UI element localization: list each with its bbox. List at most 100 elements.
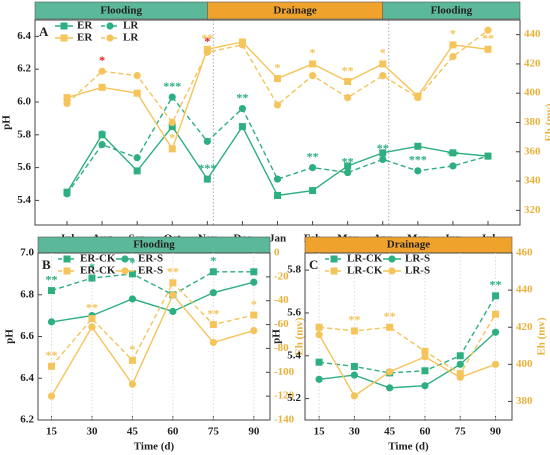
x-axis-title: Time (d) — [134, 441, 175, 453]
marker — [414, 142, 422, 150]
significance-label: ** — [377, 141, 389, 155]
marker — [449, 149, 457, 157]
legend-marker — [106, 34, 114, 42]
marker — [168, 145, 176, 153]
significance-label: * — [99, 126, 105, 140]
marker — [98, 67, 106, 75]
marker — [379, 72, 387, 80]
significance-label: * — [210, 254, 216, 268]
significance-label: ** — [482, 31, 494, 45]
y2-tick-label: 340 — [524, 175, 541, 187]
marker — [63, 94, 71, 102]
marker — [168, 93, 176, 101]
series-line — [50, 281, 254, 367]
marker — [88, 315, 96, 323]
significance-label: ** — [45, 348, 57, 362]
marker — [47, 287, 55, 295]
legend-marker — [388, 267, 396, 275]
y-tick-label: 6.4 — [20, 372, 34, 384]
marker — [238, 123, 246, 131]
marker — [273, 175, 282, 183]
phase-label: Drainage — [273, 5, 317, 17]
series-line — [50, 293, 255, 397]
y2-tick-label: 420 — [524, 57, 541, 69]
y2-tick-label: 320 — [524, 204, 541, 216]
marker — [350, 371, 358, 379]
marker — [491, 328, 500, 336]
legend-marker — [60, 34, 68, 42]
legend-label: LR — [123, 32, 139, 44]
marker — [47, 318, 56, 326]
legend-label: ER-S — [138, 253, 163, 265]
y2-tick-label: 360 — [524, 145, 541, 157]
marker — [414, 167, 422, 175]
significance-label: ** — [307, 149, 319, 163]
significance-label: ** — [86, 300, 98, 314]
marker — [315, 358, 323, 366]
y-axis-title: pH — [4, 329, 16, 344]
legend-label: LR-S — [405, 265, 430, 277]
significance-label: * — [251, 297, 257, 311]
marker — [386, 368, 394, 376]
y2-axis-title: Eh (mv) — [536, 317, 548, 356]
phase-label: Flooding — [431, 5, 473, 17]
marker — [449, 162, 457, 170]
marker — [209, 338, 217, 347]
y2-tick-label: -80 — [274, 342, 289, 354]
y2-tick-label: -140 — [274, 414, 295, 426]
marker — [88, 323, 96, 331]
marker — [133, 167, 141, 175]
phase-label: Flooding — [100, 5, 142, 17]
legend-marker — [106, 22, 114, 30]
significance-label: * — [310, 46, 316, 60]
marker — [169, 291, 177, 299]
y2-tick-label: 440 — [516, 284, 533, 296]
y-tick-label: 6.2 — [20, 414, 34, 426]
panel-label: A — [39, 24, 49, 39]
significance-label: * — [129, 256, 135, 270]
x-tick-label: 90 — [248, 426, 260, 438]
marker — [309, 187, 317, 195]
y-tick-label: 6.0 — [17, 96, 31, 108]
x-tick-label: 90 — [490, 426, 502, 438]
marker — [456, 360, 464, 368]
x-tick-label: 30 — [349, 426, 361, 438]
marker — [63, 190, 71, 198]
y-tick-label: 7.0 — [20, 247, 34, 259]
marker — [350, 362, 358, 370]
marker — [315, 331, 323, 339]
legend-marker — [330, 255, 338, 263]
marker — [492, 292, 500, 300]
marker — [309, 60, 317, 68]
significance-label: ** — [45, 272, 57, 286]
legend-label: LR — [123, 20, 139, 32]
marker — [484, 152, 492, 160]
legend-label: ER-CK — [80, 265, 116, 277]
marker — [88, 274, 96, 282]
marker — [386, 384, 394, 392]
y2-tick-label: 400 — [524, 87, 541, 99]
marker — [379, 149, 387, 157]
marker — [344, 162, 352, 170]
y-tick-label: 5.8 — [17, 128, 31, 140]
significance-label: ** — [490, 278, 502, 292]
marker — [209, 321, 217, 329]
x-tick-label: Jan — [269, 233, 286, 245]
series-line — [51, 271, 254, 296]
legend-label: LR-CK — [347, 253, 383, 265]
series-line — [319, 331, 497, 389]
marker — [250, 268, 258, 276]
legend-label: ER — [77, 20, 93, 32]
legend-marker — [121, 267, 129, 275]
y-tick-label: 6.2 — [17, 63, 31, 75]
marker — [350, 327, 358, 335]
marker — [168, 118, 176, 127]
marker — [379, 155, 387, 163]
marker — [209, 289, 217, 297]
y2-tick-label: 0 — [274, 247, 280, 259]
legend-marker — [121, 255, 129, 263]
marker — [209, 268, 217, 276]
marker — [308, 72, 317, 80]
marker — [421, 347, 429, 355]
marker — [414, 94, 422, 102]
